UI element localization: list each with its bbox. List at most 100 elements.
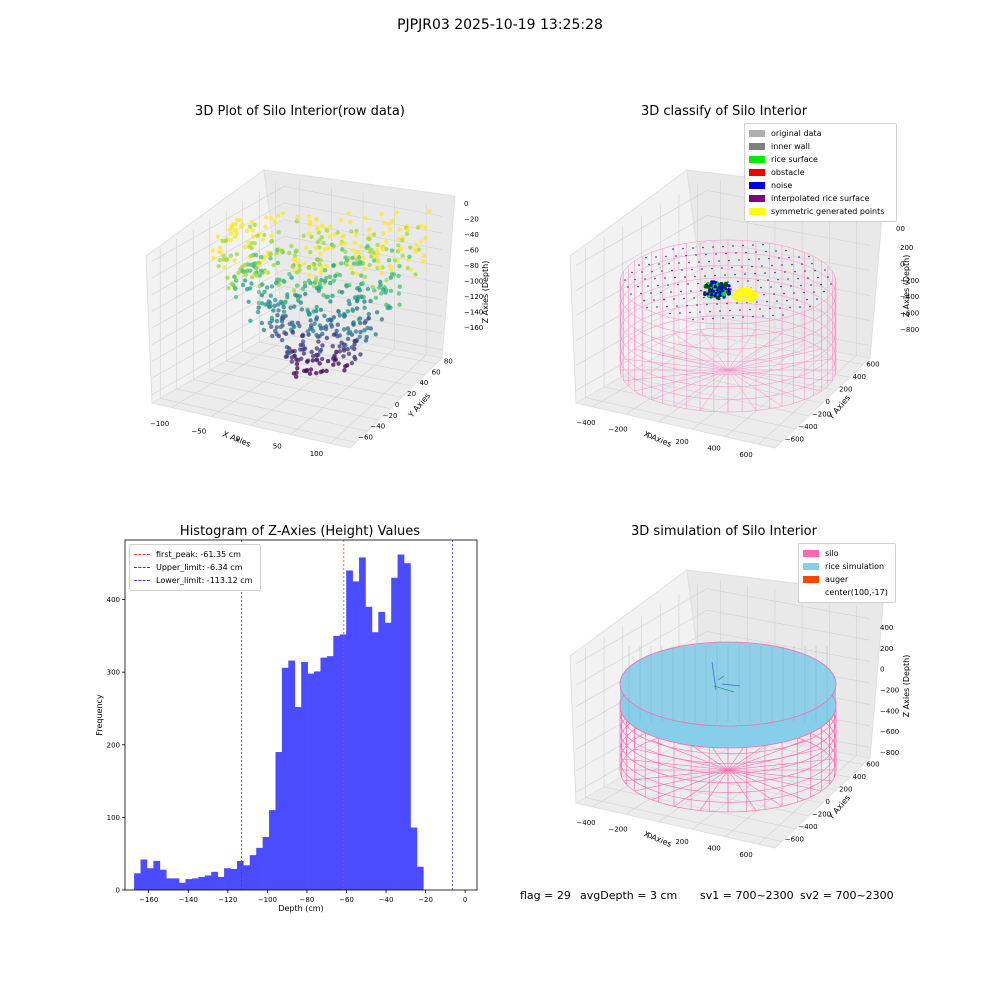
raw-data-point xyxy=(217,257,222,263)
raw-x-gridline xyxy=(329,354,427,444)
classify-interpolated-point xyxy=(683,297,685,300)
raw-z-tick-label: −20 xyxy=(464,216,479,224)
histogram-bar xyxy=(224,868,231,890)
raw-z-tick-label: −40 xyxy=(464,231,479,239)
raw-y-gridline xyxy=(176,388,368,432)
raw-data-point xyxy=(262,289,267,294)
histogram-x-axis-label: Depth (cm) xyxy=(278,904,323,913)
raw-data-point xyxy=(389,267,394,272)
classify-symmetric-point xyxy=(745,295,749,299)
raw-data-point xyxy=(329,324,335,329)
raw-z-tick-label: −100 xyxy=(464,278,483,286)
raw-data-point xyxy=(391,272,397,277)
raw-data-point xyxy=(294,370,299,375)
raw-data-point xyxy=(356,317,362,322)
raw-data-point xyxy=(313,266,318,271)
raw-data-point xyxy=(294,361,300,367)
histogram-bar xyxy=(243,865,251,890)
raw-data-point xyxy=(357,334,362,339)
histogram-x-tick-label: 0 xyxy=(463,896,467,904)
raw-data-point xyxy=(274,251,280,256)
simulation-silo-floor-spoke xyxy=(673,769,729,807)
raw-data-point xyxy=(339,261,344,266)
raw-data-point xyxy=(276,308,281,313)
auger-blade xyxy=(713,685,735,693)
raw-data-point xyxy=(299,307,305,312)
raw-data-point xyxy=(249,253,254,259)
raw-data-point xyxy=(308,318,313,323)
raw-data-point xyxy=(307,272,312,278)
raw-data-point xyxy=(265,302,271,307)
raw-y-gridline xyxy=(226,360,402,398)
classify-interpolated-point xyxy=(687,283,689,285)
simulation-silo-floor-spoke xyxy=(623,758,729,771)
histogram-bar xyxy=(378,611,386,890)
raw-data-point xyxy=(397,284,402,289)
histogram-bar xyxy=(166,878,173,890)
raw-data-point xyxy=(311,353,316,359)
histogram-bar xyxy=(294,707,302,890)
raw-data-point xyxy=(271,262,276,268)
cls-y-tick-label: −400 xyxy=(798,423,817,431)
raw-data-point xyxy=(337,313,342,318)
sim-x-tick-label: 600 xyxy=(739,851,752,859)
classify-interpolated-point xyxy=(690,290,692,292)
cls-y-gridline xyxy=(678,343,850,378)
histogram-frame xyxy=(124,539,478,891)
raw-data-point xyxy=(247,286,253,291)
classify-interpolated-point xyxy=(708,260,710,263)
histogram-legend-label: first_peak: -61.35 cm xyxy=(156,550,241,559)
raw-data-point xyxy=(257,260,262,265)
cls-x-tick-label: −400 xyxy=(576,419,595,427)
histogram-bar xyxy=(397,554,405,890)
classify-interpolated-point xyxy=(783,292,785,295)
raw-data-point xyxy=(341,354,346,359)
histogram-y-axis-label: Frequency xyxy=(95,694,104,736)
auger-blade xyxy=(717,675,725,681)
raw-data-point xyxy=(305,359,310,364)
simulation-legend-label: silo xyxy=(825,549,839,558)
raw-data-point xyxy=(379,291,384,296)
classify-legend-entry: original data xyxy=(749,127,892,140)
raw-data-point xyxy=(275,260,281,266)
raw-data-point xyxy=(269,318,275,323)
classify-interpolated-point xyxy=(689,311,691,314)
classify-interpolated-point xyxy=(706,303,708,306)
classify-interpolated-point xyxy=(679,312,681,314)
classify-interpolated-point xyxy=(721,267,723,269)
classify-interpolated-point xyxy=(694,275,696,278)
classify-symmetric-point xyxy=(736,294,741,298)
raw-data-point xyxy=(373,332,378,337)
raw-data-point xyxy=(322,268,328,273)
raw-data-point xyxy=(302,368,307,373)
raw-data-point xyxy=(374,254,379,259)
histogram-y-tick-label: 0 xyxy=(116,887,120,895)
raw-data-point xyxy=(283,313,288,319)
classify-interpolated-point xyxy=(718,260,720,262)
simulation-silo-floor-spoke xyxy=(699,769,729,811)
raw-data-point xyxy=(318,251,323,256)
raw-data-point xyxy=(362,328,367,333)
classify-interpolated-point xyxy=(634,278,636,281)
raw-data-point xyxy=(331,315,337,320)
histogram-bar xyxy=(333,635,341,890)
cls-z-tick-label: −600 xyxy=(900,310,919,318)
histogram-bar xyxy=(191,878,199,890)
classify-interpolated-point xyxy=(624,279,626,281)
classify-interpolated-point xyxy=(771,264,773,267)
raw-y-tick-label: 40 xyxy=(419,379,428,387)
raw-data-point xyxy=(416,247,421,252)
classify-silo-floor-spoke xyxy=(727,340,805,371)
sim-z-tick-label: 200 xyxy=(880,645,893,653)
raw-data-point xyxy=(308,367,314,372)
classify-interpolated-point xyxy=(631,271,633,274)
histogram-legend: first_peak: -61.35 cm Upper_limit: -6.34 … xyxy=(129,544,261,591)
raw-data-point xyxy=(367,236,372,242)
raw-data-point xyxy=(289,275,294,280)
classify-silo-floor-spoke xyxy=(727,329,757,371)
raw-data-point xyxy=(350,307,355,312)
cls-y-gridline xyxy=(660,354,837,391)
raw-data-point xyxy=(278,324,283,330)
raw-data-point xyxy=(384,277,389,283)
classify-interpolated-point xyxy=(769,307,771,310)
